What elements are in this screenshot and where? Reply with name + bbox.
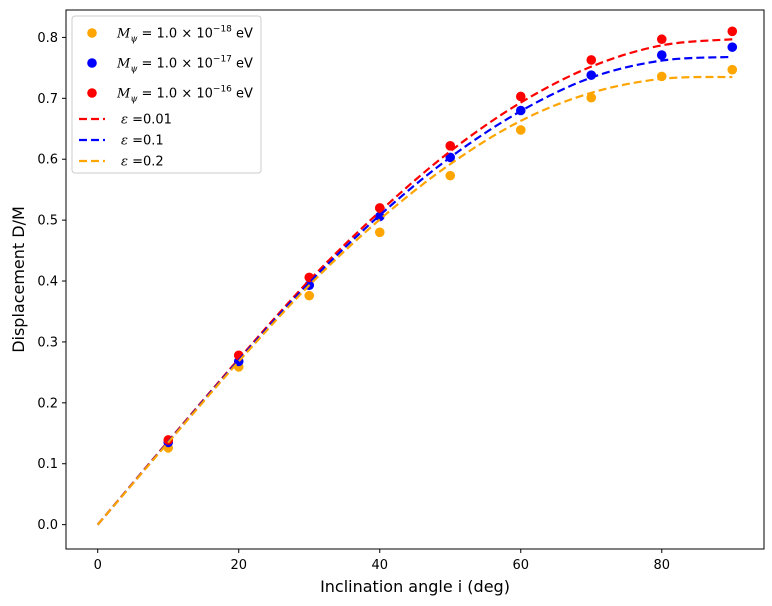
y-tick-label: 0.2 xyxy=(37,396,58,411)
y-tick-label: 0.8 xyxy=(37,31,58,46)
x-tick-label: 40 xyxy=(371,558,388,573)
data-point xyxy=(727,42,737,52)
data-point xyxy=(657,34,667,44)
y-axis-title: Displacement D/M xyxy=(9,206,28,353)
legend-label-base: M xyxy=(116,57,131,72)
legend-label-exponent: −16 xyxy=(213,85,232,95)
x-tick-label: 20 xyxy=(230,558,247,573)
legend-label-unit: eV xyxy=(232,57,253,72)
legend-label-value: =0.01 xyxy=(128,113,172,128)
legend-label: ε =0.1 xyxy=(121,134,164,149)
y-tick-label: 0.5 xyxy=(37,214,58,229)
data-point xyxy=(727,65,737,75)
y-tick-label: 0.7 xyxy=(37,92,58,107)
y-tick-label: 0.1 xyxy=(37,457,58,472)
legend-marker xyxy=(87,88,97,98)
y-tick-label: 0.4 xyxy=(37,275,58,290)
data-point xyxy=(727,27,737,37)
data-point xyxy=(445,171,455,181)
legend-marker xyxy=(87,28,97,38)
legend-label-mid: = 1.0 × 10 xyxy=(137,57,213,72)
legend-label-unit: eV xyxy=(232,27,253,42)
legend-label-base: M xyxy=(116,27,131,42)
y-tick-label: 0.6 xyxy=(37,153,58,168)
x-tick-label: 60 xyxy=(512,558,529,573)
y-tick-label: 0.0 xyxy=(37,518,58,533)
legend-label: ε =0.2 xyxy=(121,155,164,170)
data-point xyxy=(516,125,526,135)
legend-label-unit: eV xyxy=(232,87,253,102)
x-tick-label: 0 xyxy=(94,558,102,573)
legend-label-exponent: −18 xyxy=(213,25,232,35)
x-axis-title: Inclination angle i (deg) xyxy=(320,577,510,596)
x-tick-label: 80 xyxy=(653,558,670,573)
data-point xyxy=(586,55,596,65)
legend-label-base: M xyxy=(116,87,131,102)
legend-label-value: =0.2 xyxy=(128,155,164,170)
y-tick-label: 0.3 xyxy=(37,335,58,350)
legend-label-value: =0.1 xyxy=(128,134,164,149)
legend-label-mid: = 1.0 × 10 xyxy=(137,87,213,102)
data-point xyxy=(657,50,667,60)
legend-label-mid: = 1.0 × 10 xyxy=(137,27,213,42)
data-point xyxy=(304,291,314,301)
data-point xyxy=(375,227,385,237)
legend-label-symbol: ε xyxy=(121,134,128,149)
legend-label-exponent: −17 xyxy=(213,55,232,65)
chart-figure: 0 20 40 60 80 0.0 0.1 0.2 0.3 0.4 0.5 0.6 0.7 0.8 In… xyxy=(0,0,772,606)
legend-label-symbol: ε xyxy=(121,113,128,128)
legend-marker xyxy=(87,58,97,68)
legend-label-symbol: ε xyxy=(121,155,128,170)
legend-label: ε =0.01 xyxy=(121,113,172,128)
